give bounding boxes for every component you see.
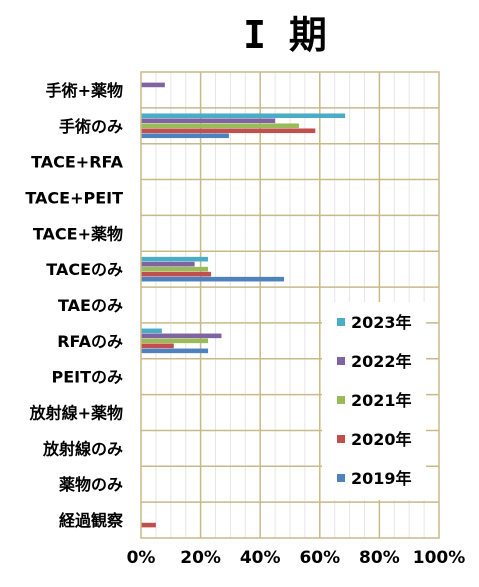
category-label: TACE+PEIT [25,188,123,207]
legend-swatch [337,318,345,326]
bar [141,343,174,349]
chart-title: I 期 [243,13,327,57]
x-tick-label: 100% [413,548,466,568]
category-label: TAEのみ [58,296,123,315]
legend-swatch [337,435,345,443]
bars [141,82,346,528]
bar [141,113,346,119]
bar [141,276,285,282]
legend: 2023年 2022年 2021年 2020年 2019年 [322,302,426,500]
legend-label: 2021年 [351,391,412,410]
category-label: 放射線+薬物 [29,404,123,423]
plot-border [140,71,440,539]
x-tick-label: 20% [180,548,221,568]
category-label: PEITのみ [51,368,123,387]
plot-frame [140,71,440,539]
category-label: RFAのみ [57,332,123,351]
bar [141,123,299,129]
legend-label: 2019年 [351,469,412,488]
category-label: 薬物のみ [58,475,123,494]
x-tick-label: 80% [359,548,400,568]
legend-swatch [337,357,345,365]
category-label: TACE+薬物 [33,224,123,243]
bar [141,328,162,334]
bar [141,338,209,344]
bar [141,118,276,124]
legend-swatch [337,396,345,404]
category-label: 放射線のみ [42,439,123,458]
bar [141,522,156,528]
bar [141,82,165,88]
legend-swatch [337,474,345,482]
bar [141,261,195,267]
legend-label: 2022年 [351,352,412,371]
category-label: 手術+薬物 [46,81,123,100]
bar [141,128,316,134]
category-label: TACE+RFA [31,153,124,172]
bar [141,256,209,262]
category-label: 手術のみ [59,117,123,136]
bar [141,133,229,139]
category-label: 経過観察 [59,511,124,530]
x-tick-label: 40% [240,548,281,568]
x-tick-label: 60% [299,548,340,568]
x-tick-label: 0% [127,548,156,568]
bar [141,348,209,354]
x-tick-labels: 0% 20% 40% 60% 80% 100% [127,548,466,568]
bar [141,266,209,272]
bar [141,333,222,339]
bar [141,271,212,277]
legend-label: 2020年 [351,430,412,449]
category-label: TACEのみ [46,260,123,279]
legend-label: 2023年 [351,313,412,332]
